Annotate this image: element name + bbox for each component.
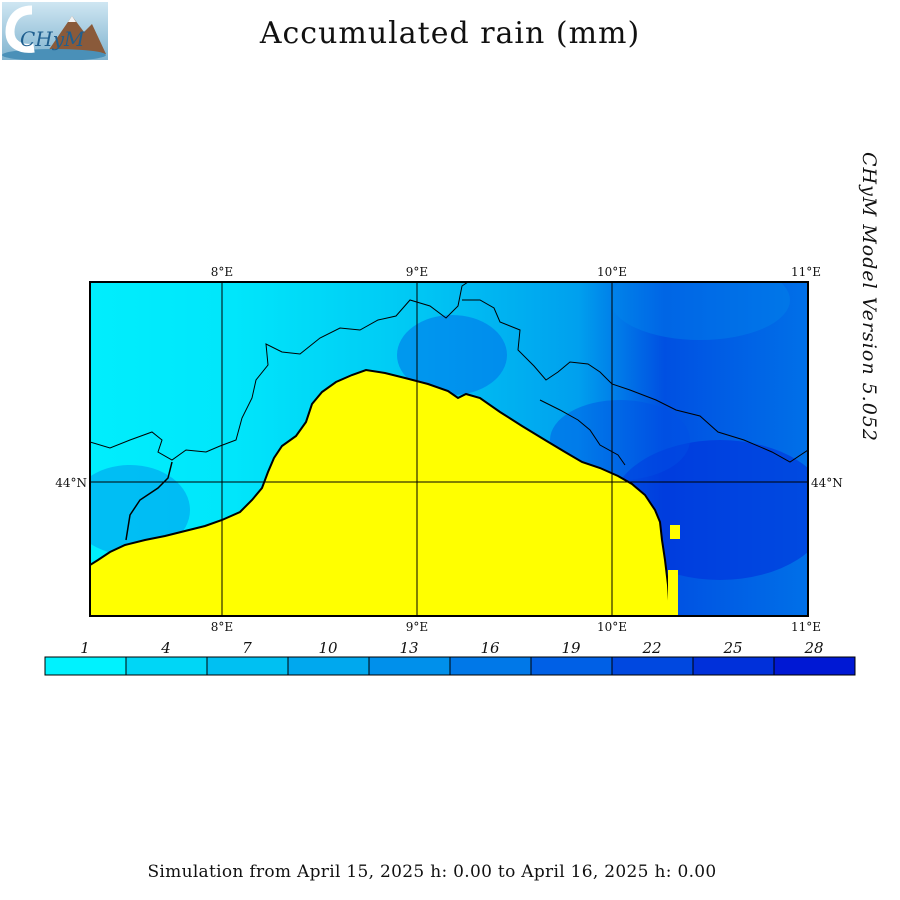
legend-label: 25 — [722, 639, 742, 657]
lon-label-bottom: 9°E — [406, 620, 428, 634]
legend-label: 28 — [803, 639, 823, 657]
map-frame — [89, 281, 809, 617]
legend-swatch — [368, 656, 451, 676]
lat-label-left: 44°N — [55, 476, 87, 490]
legend-swatch — [125, 656, 208, 676]
logo-text: CHyM — [20, 27, 85, 51]
legend-label: 13 — [399, 639, 418, 657]
legend-label: 4 — [160, 639, 171, 657]
lon-label-bottom: 10°E — [597, 620, 627, 634]
legend-swatch — [287, 656, 370, 676]
color-legend: 1 4 7 10 13 16 19 22 25 28 — [44, 639, 856, 676]
legend-swatch — [692, 656, 775, 676]
sea-area — [90, 368, 672, 616]
chym-logo: CHyM — [2, 2, 108, 60]
lon-label-top: 9°E — [406, 265, 428, 279]
lon-label-top: 10°E — [597, 265, 627, 279]
legend-swatch — [449, 656, 532, 676]
lon-label-bottom: 8°E — [211, 620, 233, 634]
legend-label: 1 — [80, 639, 90, 657]
simulation-period: Simulation from April 15, 2025 h: 0.00 t… — [147, 862, 717, 882]
lon-label-top: 11°E — [791, 265, 821, 279]
lon-label-top: 8°E — [211, 265, 233, 279]
legend-swatch — [611, 656, 694, 676]
border-line — [539, 399, 626, 466]
legend-label: 7 — [242, 639, 252, 657]
lon-label-bottom: 11°E — [791, 620, 821, 634]
legend-label: 10 — [318, 639, 338, 657]
legend-swatch — [530, 656, 613, 676]
legend-swatch — [206, 656, 289, 676]
legend-swatch — [773, 656, 856, 676]
legend-label: 19 — [561, 639, 581, 657]
model-version-label: CHyM Model Version 5.052 — [858, 152, 880, 442]
border-line — [125, 461, 173, 541]
legend-label: 16 — [480, 639, 500, 657]
page-title: Accumulated rain (mm) — [259, 16, 641, 51]
legend-label: 22 — [641, 639, 661, 657]
lat-label-right: 44°N — [811, 476, 843, 490]
legend-swatch — [44, 656, 127, 676]
